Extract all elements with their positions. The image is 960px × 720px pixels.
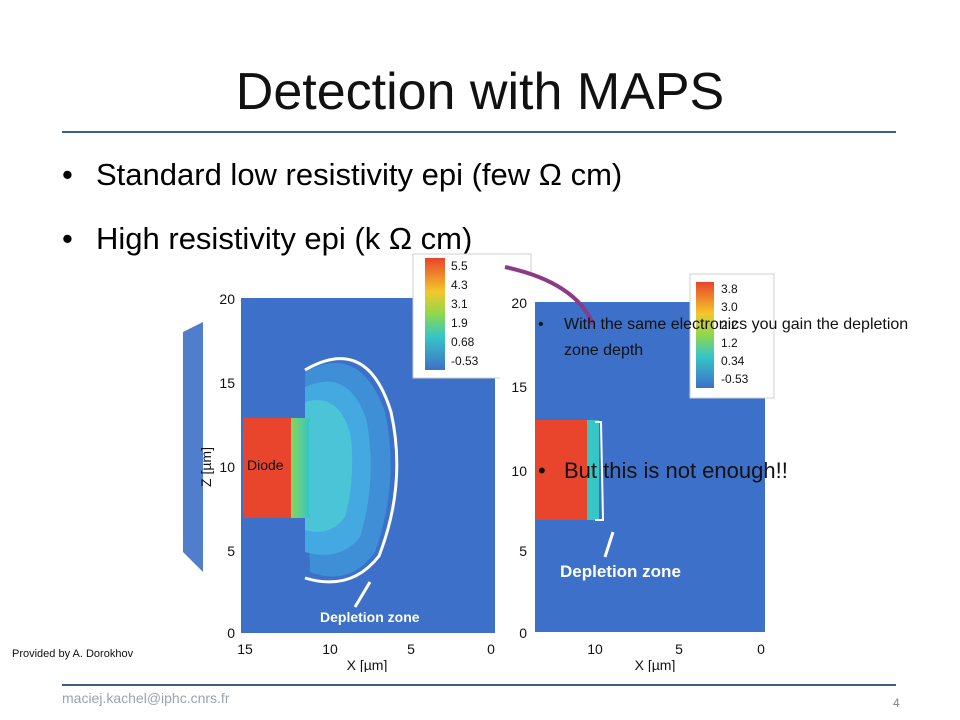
page-number: 4	[893, 696, 900, 710]
y-tick-label: 0	[519, 625, 527, 641]
y-tick-label: 20	[511, 295, 527, 311]
left-annotation-label: Depletion zone	[320, 609, 420, 625]
colorbar-label: 4.3	[451, 278, 468, 292]
left-x-ticks: 15 10 5 0	[237, 641, 495, 657]
y-tick-label: 20	[219, 291, 235, 307]
device-slab	[183, 322, 203, 572]
left-y-ticks: 20 15 10 5 0	[219, 291, 235, 641]
x-tick-label: 10	[587, 641, 603, 657]
colorbar-label: 5.5	[451, 259, 468, 273]
bullet-item: Standard low resistivity epi (few Ω cm)	[62, 143, 622, 207]
x-tick-label: 0	[487, 641, 495, 657]
image-credit: Provided by A. Dorokhov	[12, 648, 134, 660]
bullet-list: Standard low resistivity epi (few Ω cm) …	[62, 143, 622, 271]
x-tick-label: 15	[237, 641, 253, 657]
left-annotation-arrow	[353, 581, 372, 608]
title-divider	[62, 131, 896, 133]
diode-core	[243, 418, 291, 518]
right-x-ticks: 10 5 0	[587, 641, 765, 657]
footer-email: maciej.kachel@iphc.cnrs.fr	[62, 690, 230, 706]
right-y-ticks: 20 15 10 5 0	[511, 295, 527, 641]
depletion-region-inner	[305, 400, 353, 532]
y-tick-label: 15	[219, 375, 235, 391]
left-x-axis-label: X [µm]	[347, 657, 388, 672]
footer-divider	[62, 684, 896, 686]
x-tick-label: 5	[407, 641, 415, 657]
slide-title: Detection with MAPS	[235, 63, 725, 121]
y-tick-label: 5	[519, 543, 527, 559]
diode-label: Diode	[247, 457, 284, 473]
x-tick-label: 5	[675, 641, 683, 657]
left-y-axis-label: Z [µm]	[198, 447, 214, 487]
y-tick-label: 5	[227, 543, 235, 559]
colorbar-label: 3.8	[721, 282, 738, 296]
note-depletion-gain: With the same electronics you gain the d…	[538, 312, 918, 364]
colorbar-label: 1.9	[451, 316, 468, 330]
colorbar-label: 3.1	[451, 297, 468, 311]
y-tick-label: 10	[511, 463, 527, 479]
x-tick-label: 0	[757, 641, 765, 657]
note-not-enough: But this is not enough!!	[538, 458, 788, 484]
colorbar-label: 3.0	[721, 300, 738, 314]
depletion-boundary	[304, 357, 399, 584]
left-colorbar-labels: 5.5 4.3 3.1 1.9 0.68 -0.53	[451, 259, 479, 368]
note-text: But this is not enough!!	[564, 458, 788, 483]
bullet-item: High resistivity epi (k Ω cm)	[62, 207, 622, 271]
x-tick-label: 10	[322, 641, 338, 657]
y-tick-label: 10	[219, 459, 235, 475]
colorbar-label: -0.53	[721, 372, 749, 386]
y-tick-label: 15	[511, 379, 527, 395]
note-text: With the same electronics you gain the d…	[564, 316, 909, 359]
colorbar-label: -0.53	[451, 354, 479, 368]
right-x-axis-label: X [µm]	[635, 657, 676, 672]
right-annotation-label: Depletion zone	[560, 562, 681, 581]
right-annotation-arrow	[603, 531, 615, 558]
y-tick-label: 0	[227, 625, 235, 641]
colorbar-label: 0.68	[451, 335, 475, 349]
left-colorbar	[425, 258, 445, 370]
